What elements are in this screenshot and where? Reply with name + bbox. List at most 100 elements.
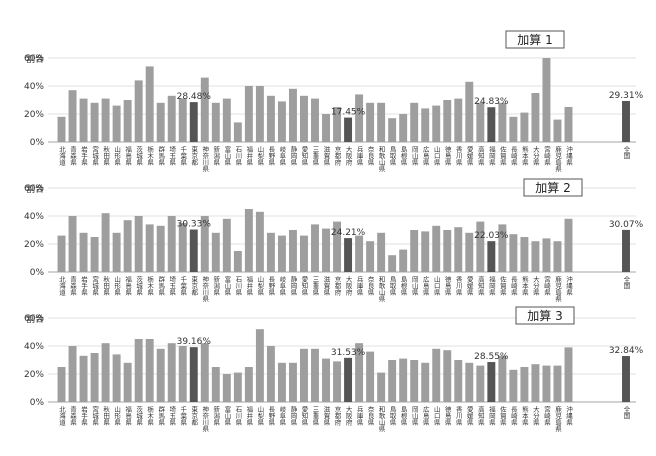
bar-京都府 xyxy=(333,361,342,402)
x-tick-label: 秋田県 xyxy=(102,405,110,427)
bar-鳥取県 xyxy=(388,118,397,142)
bar-埼玉県 xyxy=(167,95,176,142)
x-tick-label: 岡山県 xyxy=(410,406,418,427)
chart-title-box xyxy=(505,30,565,49)
x-tick-label: 高知県 xyxy=(476,405,484,427)
bar-広島県 xyxy=(421,231,430,272)
y-axis-label: 割合 xyxy=(26,53,44,65)
x-tick-label: 高知県 xyxy=(476,275,484,297)
x-tick-label: 秋田県 xyxy=(102,275,110,297)
bar-東京都 xyxy=(189,229,198,272)
x-tick-label: 石川県 xyxy=(234,406,242,427)
x-tick-label: 富山県 xyxy=(223,405,231,427)
x-tick-label: 山梨県 xyxy=(256,275,264,297)
x-tick-label: 福島県 xyxy=(124,275,132,297)
bar-愛知県 xyxy=(300,95,308,142)
bar-鹿児島県 xyxy=(553,365,562,402)
x-tick-label: 福岡県 xyxy=(487,145,495,167)
bar-山梨県 xyxy=(255,329,264,402)
bar-栃木県 xyxy=(145,224,154,272)
x-tick-label: 岡山県 xyxy=(410,146,418,167)
bar-福岡県 xyxy=(487,362,496,402)
x-tick-label: 奈良県 xyxy=(366,275,374,297)
bar-茨城県 xyxy=(134,216,143,272)
bar-和歌山県 xyxy=(377,232,386,272)
x-tick-label: 全国 xyxy=(622,145,630,161)
bar-滋賀県 xyxy=(322,228,330,272)
y-tick-label: 40% xyxy=(24,342,44,352)
bar-新潟県 xyxy=(211,102,220,142)
y-tick-label: 20% xyxy=(24,110,44,120)
x-tick-label: 愛媛県 xyxy=(465,275,473,297)
x-tick-label: 愛媛県 xyxy=(465,145,473,167)
x-tick-label: 千葉県 xyxy=(179,275,187,297)
x-tick-label: 長野県 xyxy=(267,146,275,167)
bar-新潟県 xyxy=(211,232,220,272)
x-tick-label: 鹿児島県 xyxy=(553,145,561,174)
data-label: 28.55% xyxy=(474,352,509,362)
x-tick-label: 山梨県 xyxy=(256,145,264,167)
data-label: 17.45% xyxy=(331,108,366,118)
bar-沖縄県 xyxy=(564,107,573,142)
x-tick-label: 京都府 xyxy=(333,405,341,427)
bar-神奈川県 xyxy=(200,216,209,272)
bar-群馬県 xyxy=(156,102,165,142)
bar-兵庫県 xyxy=(355,94,364,142)
y-tick-label: 20% xyxy=(24,240,44,250)
bar-石川県 xyxy=(233,122,242,142)
x-tick-label: 群馬県 xyxy=(157,145,165,167)
x-tick-label: 沖縄県 xyxy=(564,145,572,167)
bar-徳島県 xyxy=(443,100,452,142)
bar-兵庫県 xyxy=(355,343,364,402)
bar-愛媛県 xyxy=(465,362,474,402)
x-tick-label: 滋賀県 xyxy=(322,145,330,167)
x-tick-label: 福岡県 xyxy=(487,275,495,297)
x-tick-label: 広島県 xyxy=(421,145,429,167)
bar-福島県 xyxy=(123,100,132,142)
bar-栃木県 xyxy=(145,66,154,142)
x-tick-label: 新潟県 xyxy=(212,275,220,297)
x-tick-label: 鳥取県 xyxy=(388,275,396,297)
y-tick-label: 60% xyxy=(24,314,44,324)
x-tick-label: 和歌山県 xyxy=(377,405,385,434)
bar-茨城県 xyxy=(134,339,143,402)
bar-群馬県 xyxy=(156,348,165,402)
x-tick-label: 京都府 xyxy=(333,275,341,297)
bar-宮崎県 xyxy=(542,238,551,272)
x-tick-label: 北海道 xyxy=(58,276,66,297)
x-tick-label: 香川県 xyxy=(454,405,462,427)
bar-沖縄県 xyxy=(564,347,573,402)
bar-北海道 xyxy=(57,116,66,142)
x-tick-label: 宮城県 xyxy=(91,145,99,167)
bar-山梨県 xyxy=(255,86,264,142)
data-label: 30.07% xyxy=(609,220,644,230)
bar-宮城県 xyxy=(90,237,99,272)
bar-福島県 xyxy=(123,220,132,272)
bar-兵庫県 xyxy=(355,235,364,272)
bar-全国 xyxy=(622,229,630,272)
data-label: 29.31% xyxy=(609,91,644,101)
bar-岡山県 xyxy=(410,360,419,402)
bar-愛媛県 xyxy=(465,232,474,272)
x-tick-label: 静岡県 xyxy=(289,275,297,297)
chart-title-box xyxy=(515,306,575,325)
x-tick-label: 沖縄県 xyxy=(564,405,572,427)
x-tick-label: 島根県 xyxy=(399,405,407,427)
x-tick-label: 島根県 xyxy=(399,145,407,167)
bar-愛知県 xyxy=(300,348,308,402)
x-tick-label: 岐阜県 xyxy=(278,275,286,297)
x-tick-label: 静岡県 xyxy=(289,145,297,167)
bar-長野県 xyxy=(266,346,275,402)
bar-神奈川県 xyxy=(200,77,209,142)
data-label: 22.03% xyxy=(474,231,509,241)
bar-静岡県 xyxy=(288,88,297,142)
bar-富山県 xyxy=(222,98,231,142)
x-tick-label: 岐阜県 xyxy=(278,405,286,427)
bar-青森県 xyxy=(68,90,77,142)
bar-奈良県 xyxy=(366,241,375,272)
chart-panel-2: 0% 20% 40% 60%割合 加算 2 北海道 青森県 岩手県 宮城県 秋田県 山形県 福島県 茨城… xyxy=(24,178,644,303)
bar-熊本県 xyxy=(520,237,529,272)
x-tick-label: 兵庫県 xyxy=(355,405,363,427)
